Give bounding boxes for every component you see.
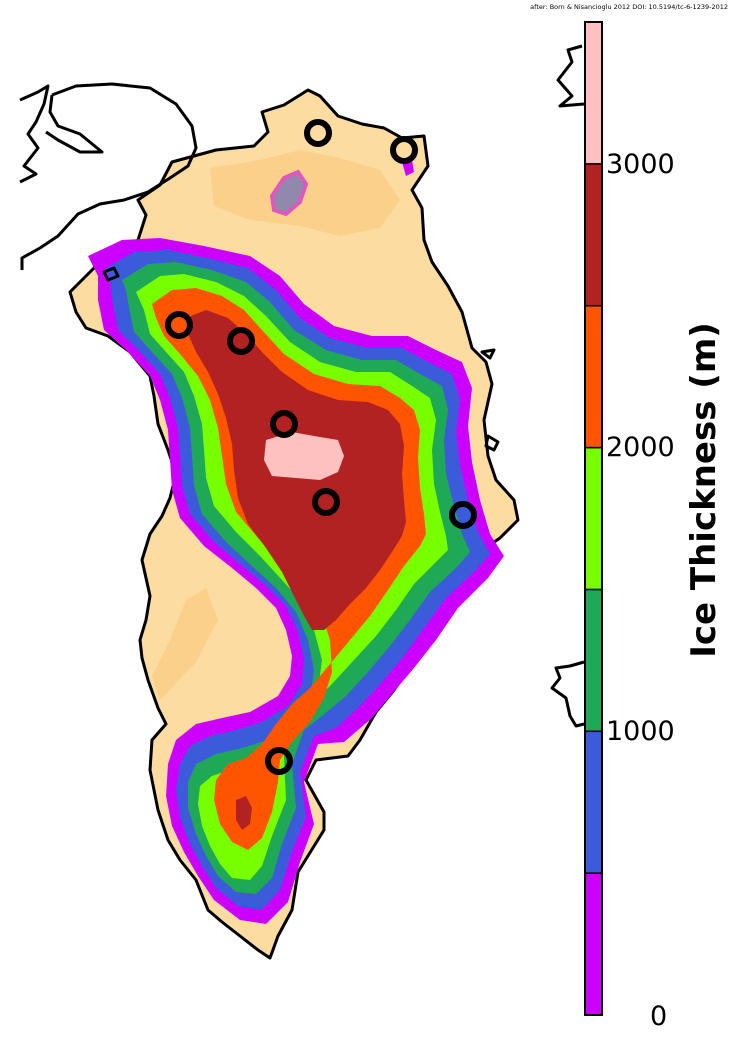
- coastline-ellesmere-inlet: [45, 94, 104, 154]
- neighbouring-coastlines: [19, 44, 585, 728]
- colorbar-bin: [584, 588, 603, 733]
- colorbar-bin: [584, 872, 603, 1016]
- colorbar-tick-label-3000: 3000: [606, 149, 675, 180]
- ice-sheet-layers: [68, 88, 520, 960]
- site-marker: [312, 488, 340, 516]
- coastline-northwest-islands: [102, 266, 120, 282]
- ice-north-cap: [269, 169, 309, 217]
- site-marker: [390, 136, 418, 164]
- colorbar-tick-label-1000: 1000: [606, 716, 675, 747]
- ice-free-west: [152, 588, 218, 700]
- colorbar-frame: [584, 21, 603, 1016]
- colorbar-tick-label-0: 0: [650, 1001, 668, 1032]
- colorbar-bin: [584, 304, 603, 449]
- colorbar-tick-label-2000: 2000: [606, 432, 675, 463]
- coastline-ellesmere-west: [19, 84, 50, 184]
- site-marker: [165, 311, 193, 339]
- colorbar-bin: [584, 730, 603, 874]
- colorbar-bin: [584, 21, 603, 165]
- site-marker: [304, 119, 332, 147]
- coastline-east-island-1: [480, 348, 496, 360]
- site-marker: [265, 747, 293, 775]
- site-markers: [165, 119, 477, 775]
- coastline-ellesmere-north: [20, 82, 198, 270]
- colorbar: [584, 21, 603, 1016]
- ice-northeast-patch: [402, 160, 414, 176]
- source-credit: after: Born & Nisancioglu 2012 DOI: 10.5…: [530, 3, 728, 11]
- colorbar-bin: [584, 446, 603, 591]
- ice-3000-3500: [264, 432, 344, 480]
- colorbar-bin: [584, 163, 603, 307]
- ice-2500-3000-south: [236, 796, 252, 830]
- coastline-svalbard: [556, 44, 585, 108]
- coastline-iceland: [550, 660, 585, 728]
- site-marker: [449, 501, 477, 529]
- colorbar-title: Ice Thickness (m): [684, 322, 724, 658]
- ice-free-north: [210, 150, 400, 236]
- coastline-east-island-2: [484, 434, 500, 452]
- site-marker: [270, 410, 298, 438]
- site-marker: [227, 327, 255, 355]
